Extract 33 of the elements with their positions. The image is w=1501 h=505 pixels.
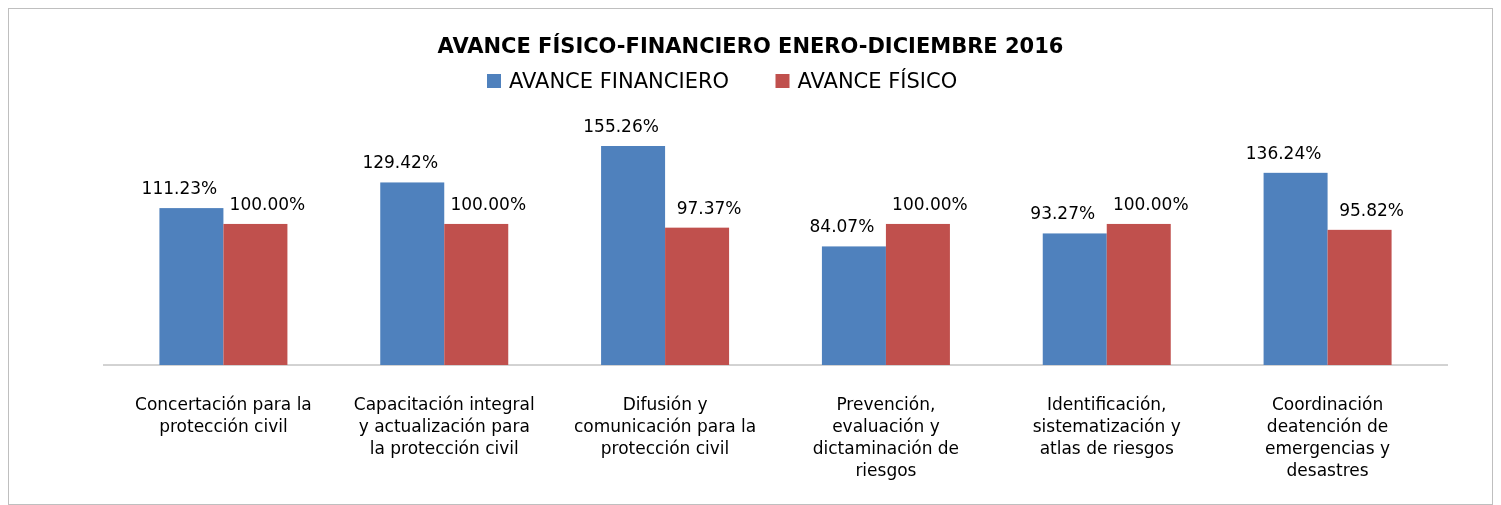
- bar: [380, 182, 445, 365]
- bar: [601, 146, 666, 365]
- data-label: 100.00%: [1112, 193, 1189, 214]
- data-label: 136.24%: [1245, 142, 1322, 163]
- data-label: 95.82%: [1339, 199, 1404, 220]
- x-tick-label: Concertación para la protección civil: [135, 394, 312, 436]
- x-tick-label: Prevención, evaluación y dictaminación de riesgos: [812, 394, 960, 480]
- bar: [1327, 229, 1392, 365]
- legend-label: AVANCE FÍSICO: [797, 68, 958, 93]
- bar: [665, 227, 730, 365]
- data-label: 111.23%: [141, 178, 218, 199]
- bar: [1042, 233, 1107, 365]
- data-label: 100.00%: [450, 193, 527, 214]
- data-label: 155.26%: [583, 116, 659, 136]
- x-tick-label: Capacitación integral y actualización para la protección civil: [353, 394, 535, 458]
- bar: [223, 223, 288, 365]
- bar: [1263, 172, 1328, 365]
- bar: [885, 223, 950, 365]
- x-tick-label: Coordinación deatención de emergencias y desastres: [1265, 394, 1391, 480]
- bar: [444, 223, 509, 365]
- data-label: 97.37%: [676, 197, 742, 218]
- bar: [159, 208, 224, 365]
- data-label: 129.42%: [362, 152, 439, 173]
- chart-title: AVANCE FÍSICO-FINANCIERO ENERO-DICIEMBRE 2016: [437, 33, 1064, 58]
- bar: [1106, 223, 1171, 365]
- data-label: 100.00%: [892, 193, 968, 214]
- data-label: 93.27%: [1030, 203, 1096, 224]
- data-label: 84.07%: [809, 216, 875, 237]
- data-label: 100.00%: [229, 193, 306, 214]
- legend-label: AVANCE FINANCIERO: [509, 69, 730, 93]
- x-tick-label: Difusión y comunicación para la protección civil: [574, 394, 757, 458]
- bar: [821, 246, 886, 365]
- x-tick-label: Identificación, sistematización y atlas de riesgos: [1032, 394, 1181, 458]
